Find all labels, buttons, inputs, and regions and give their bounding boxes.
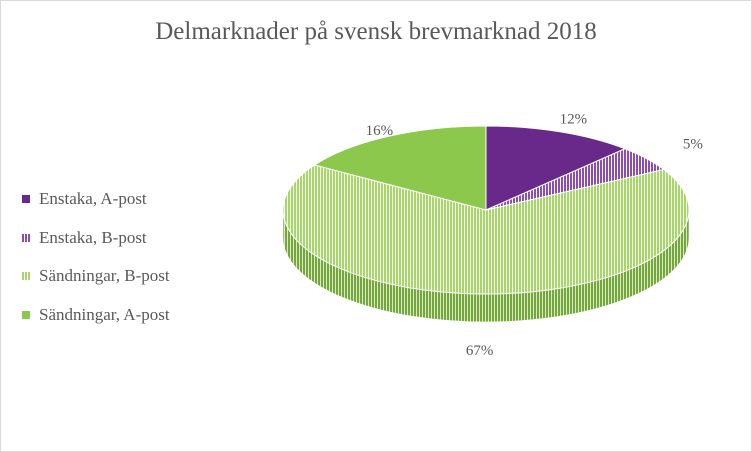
legend-item-enstaka-a-post: Enstaka, A-post bbox=[22, 180, 262, 219]
legend: Enstaka, A-post Enstaka, B-post Sändning… bbox=[22, 180, 262, 334]
legend-label-sandningar-b-post: Sändningar, B-post bbox=[39, 266, 170, 286]
legend-swatch-enstaka-b-post bbox=[22, 233, 30, 242]
pie-slices bbox=[282, 125, 690, 295]
pie-slice-enstaka-a-post bbox=[485, 125, 627, 211]
data-label-sandningar-b-post: 67% bbox=[466, 343, 494, 359]
legend-label-enstaka-b-post: Enstaka, B-post bbox=[39, 227, 147, 247]
legend-swatch-enstaka-a-post bbox=[22, 195, 30, 204]
legend-label-enstaka-a-post: Enstaka, A-post bbox=[39, 189, 147, 209]
data-label-enstaka-a-post: 12% bbox=[560, 112, 588, 128]
legend-item-sandningar-b-post: Sändningar, B-post bbox=[22, 257, 262, 296]
data-label-sandningar-a-post: 16% bbox=[366, 123, 394, 139]
data-labels: 12% 5% 67% 16% bbox=[366, 112, 703, 359]
pie-slice-sandningar-a-post bbox=[313, 125, 487, 211]
legend-swatch-sandningar-b-post bbox=[22, 272, 30, 281]
legend-item-enstaka-b-post: Enstaka, B-post bbox=[22, 219, 262, 258]
chart-title: Delmarknader på svensk brevmarknad 2018 bbox=[155, 18, 597, 45]
pie-slice-sandningar-b-post bbox=[282, 164, 690, 295]
data-label-enstaka-b-post: 5% bbox=[683, 137, 703, 153]
legend-swatch-sandningar-a-post bbox=[22, 310, 30, 319]
legend-item-sandningar-a-post: Sändningar, A-post bbox=[22, 296, 262, 335]
legend-label-sandningar-a-post: Sändningar, A-post bbox=[39, 304, 170, 324]
